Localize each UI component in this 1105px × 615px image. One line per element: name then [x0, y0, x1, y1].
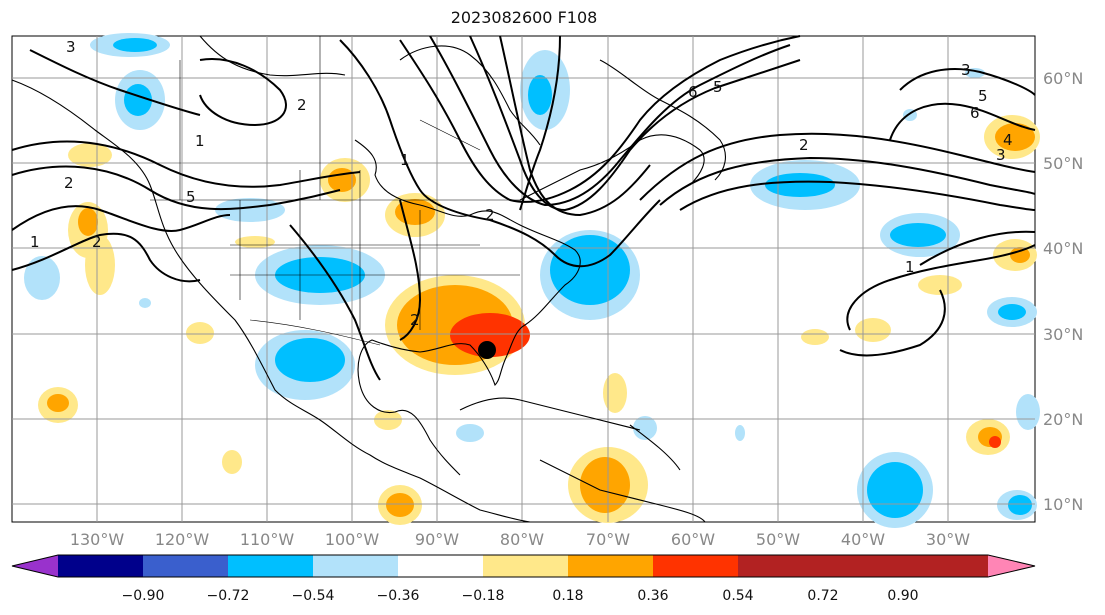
graticule: [12, 36, 1035, 522]
lat-label: 60°N: [1043, 69, 1083, 88]
colorbar-tick-label: −0.90: [122, 588, 165, 604]
lat-label: 50°N: [1043, 154, 1083, 173]
contour-label: 2: [799, 136, 809, 154]
contour-label: 3: [66, 38, 76, 56]
map-area: 3 2 1 5 2 1 2 6 5 2 3 5 6 4 3 1 2 2 1: [11, 33, 1040, 528]
colorbar-tick-label: 0.72: [807, 588, 838, 604]
contour-label: 1: [905, 258, 915, 276]
colorbar-segment: [653, 555, 738, 577]
colorbar-segment: [143, 555, 228, 577]
contour-label: 6: [970, 104, 980, 122]
colorbar-tick-labels: −0.90 −0.72 −0.54 −0.36 −0.18 0.18 0.36 …: [122, 588, 919, 604]
colorbar-tick-label: −0.54: [292, 588, 335, 604]
colorbar: −0.90 −0.72 −0.54 −0.36 −0.18 0.18 0.36 …: [11, 554, 1036, 604]
colorbar-segment: [483, 555, 568, 577]
lon-label: 120°W: [155, 530, 210, 549]
colorbar-segment: [58, 555, 143, 577]
contour-label: 1: [400, 151, 410, 169]
colorbar-tick-label: −0.18: [462, 588, 505, 604]
lon-label: 90°W: [415, 530, 459, 549]
contour-label: 2: [410, 311, 420, 329]
contour-label: 5: [978, 87, 988, 105]
colorbar-segment: [228, 555, 313, 577]
lon-label: 70°W: [586, 530, 630, 549]
colorbar-extend-low: [12, 555, 58, 577]
colorbar-segment: [823, 555, 988, 577]
contour-label: 1: [30, 233, 40, 251]
lon-label: 130°W: [70, 530, 125, 549]
colorbar-tick-label: −0.36: [377, 588, 420, 604]
contour-label: 5: [186, 188, 196, 206]
colorbar-segment: [738, 555, 823, 577]
contour-labels: 3 2 1 5 2 1 2 6 5 2 3 5 6 4 3 1 2 2 1: [30, 38, 1013, 329]
colorbar-segment: [568, 555, 653, 577]
political-borders: [150, 36, 520, 346]
lon-label: 100°W: [325, 530, 380, 549]
contour-label: 2: [92, 233, 102, 251]
lon-label: 80°W: [500, 530, 544, 549]
contour-label: 4: [1003, 131, 1013, 149]
contour-label: 1: [195, 132, 205, 150]
colorbar-segment: [398, 555, 483, 577]
lon-label: 40°W: [841, 530, 885, 549]
lon-label: 30°W: [926, 530, 970, 549]
contour-label: 2: [64, 174, 74, 192]
lat-label: 40°N: [1043, 239, 1083, 258]
lon-label: 60°W: [671, 530, 715, 549]
contour-label: 5: [713, 78, 723, 96]
latitude-labels: 60°N 50°N 40°N 30°N 20°N 10°N: [1043, 69, 1083, 514]
lat-label: 30°N: [1043, 325, 1083, 344]
storm-center-dot: [478, 341, 496, 359]
lat-label: 20°N: [1043, 410, 1083, 429]
contour-label: 3: [961, 61, 971, 79]
contour-label: 6: [688, 83, 698, 101]
colorbar-tick-label: 0.36: [637, 588, 668, 604]
colorbar-segment: [313, 555, 398, 577]
contour-label: 2: [297, 96, 307, 114]
colorbar-extend-high: [988, 555, 1035, 577]
map-title: 2023082600 F108: [450, 8, 598, 27]
colorbar-tick-label: 0.90: [887, 588, 918, 604]
lon-label: 110°W: [240, 530, 295, 549]
colorbar-tick-label: −0.72: [207, 588, 250, 604]
height-contours: [11, 35, 1036, 381]
lat-label: 10°N: [1043, 495, 1083, 514]
longitude-labels: 130°W 120°W 110°W 100°W 90°W 80°W 70°W 6…: [70, 530, 970, 549]
colorbar-tick-label: 0.54: [722, 588, 753, 604]
lon-label: 50°W: [756, 530, 800, 549]
colorbar-tick-label: 0.18: [552, 588, 583, 604]
contour-label: 3: [996, 146, 1006, 164]
contour-label: 2: [485, 206, 495, 224]
